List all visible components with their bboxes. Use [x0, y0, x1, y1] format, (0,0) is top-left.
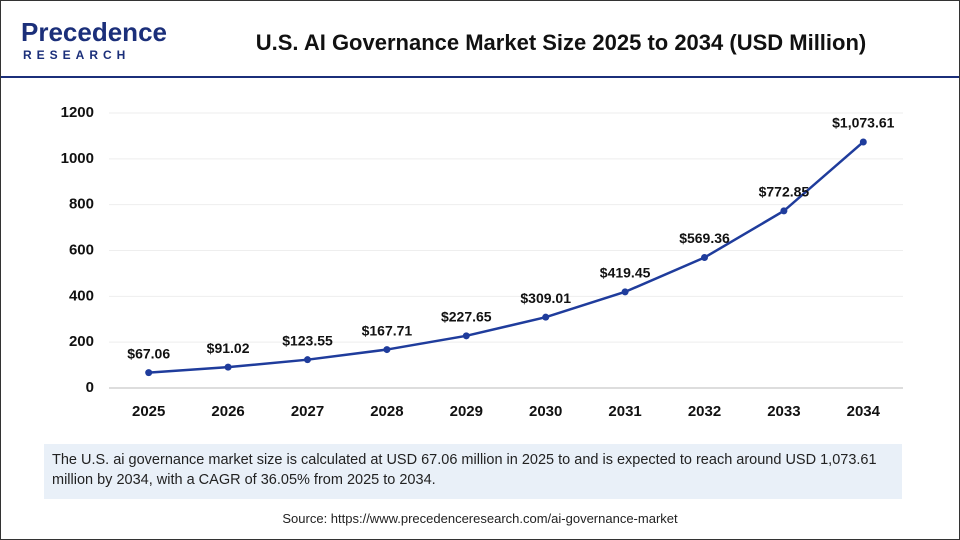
x-tick-label: 2030	[529, 403, 562, 420]
point	[145, 369, 153, 377]
value-label: $167.71	[362, 322, 413, 338]
point	[859, 138, 867, 146]
x-tick-label: 2033	[767, 403, 800, 420]
point	[383, 346, 391, 354]
point	[304, 356, 311, 364]
point	[224, 363, 232, 371]
point	[621, 288, 629, 296]
value-label: $419.45	[600, 265, 651, 281]
value-label: $123.55	[282, 332, 333, 348]
x-tick-label: 2031	[608, 403, 641, 420]
value-label: $227.65	[441, 309, 492, 325]
point	[780, 207, 788, 215]
value-label: $91.02	[207, 340, 250, 356]
x-tick-label: 2025	[132, 403, 165, 420]
y-tick-label: 600	[69, 241, 94, 258]
y-tick-label: 0	[86, 379, 94, 396]
y-tick-label: 400	[69, 287, 94, 304]
line	[148, 141, 865, 374]
value-label: $569.36	[679, 230, 730, 246]
logo-name: Precedence	[21, 17, 167, 47]
value-label: $67.06	[127, 345, 170, 361]
source: Source: https://www.precedenceresearch.c…	[282, 511, 678, 526]
description: The U.S. ai governance market size is ca…	[44, 444, 902, 499]
x-tick-label: 2027	[291, 403, 324, 420]
y-tick-label: 1200	[61, 104, 94, 121]
x-tick-label: 2029	[450, 403, 483, 420]
y-tick-label: 800	[69, 196, 94, 213]
chart-title: U.S. AI Governance Market Size 2025 to 2…	[256, 30, 867, 55]
point	[542, 313, 550, 321]
y-tick-label: 200	[69, 333, 94, 350]
y-tick-label: 1000	[61, 150, 94, 167]
point	[701, 254, 708, 262]
value-label: $1,073.61	[832, 115, 894, 131]
x-tick-label: 2028	[370, 403, 403, 420]
value-label: $772.85	[759, 184, 810, 200]
x-tick-label: 2034	[847, 403, 881, 420]
x-tick-label: 2026	[211, 403, 244, 420]
logo-sub: RESEARCH	[23, 48, 130, 62]
point	[462, 332, 470, 340]
value-label: $309.01	[520, 290, 571, 306]
x-tick-label: 2032	[688, 403, 721, 420]
